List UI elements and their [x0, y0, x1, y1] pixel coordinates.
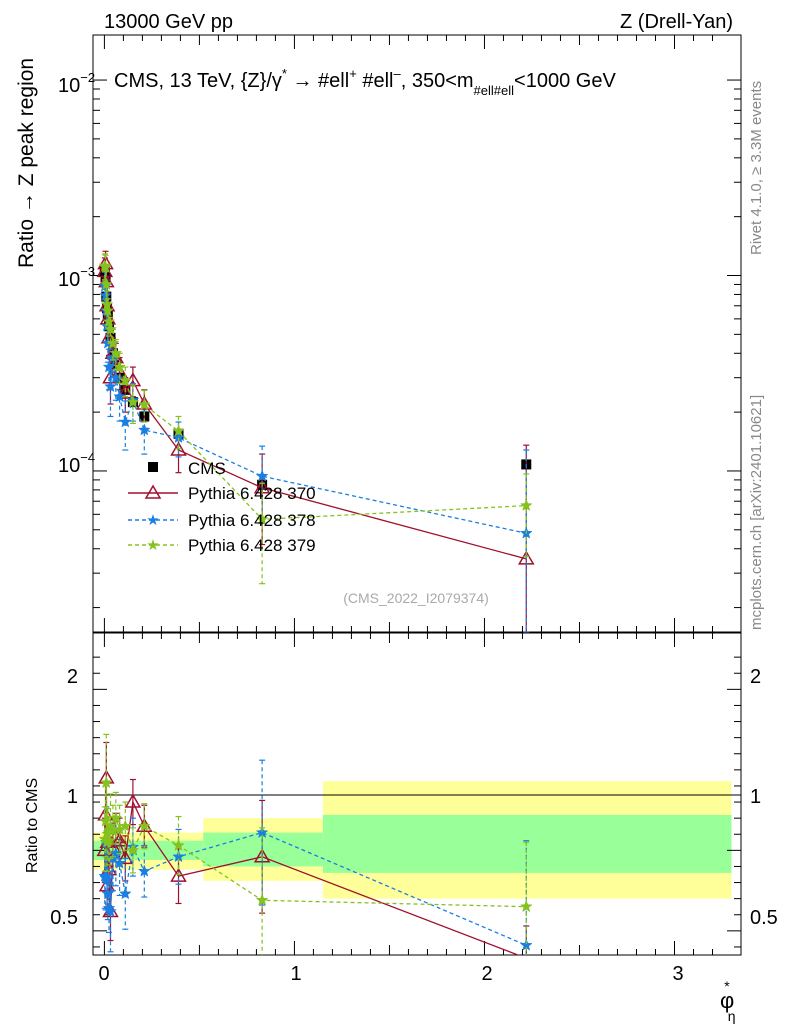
ratio-y-tick-label-2-right: 2 — [750, 666, 761, 688]
mcplots-label: mcplots.cern.ch [arXiv:2401.10621] — [748, 395, 765, 630]
marker-378 — [255, 469, 269, 482]
marker-379 — [106, 336, 120, 349]
ratio-y-tick-label-1: 1 — [67, 786, 78, 808]
ratio-marker-379 — [137, 819, 151, 832]
x-tick-label-2: 2 — [481, 963, 492, 985]
ratio-series — [96, 733, 533, 955]
rivet-label: Rivet 4.1.0, ≥ 3.3M events — [748, 81, 765, 255]
legend: CMS Pythia 6.428 370 ★ Pythia 6.428 378 … — [128, 459, 316, 555]
marker-379 — [519, 498, 533, 511]
ratio-marker-379 — [519, 900, 533, 913]
x-tick-label-1: 1 — [290, 963, 301, 985]
ratio-marker-378 — [100, 872, 114, 885]
ratio-y-tick-label-0-5: 0.5 — [50, 907, 78, 929]
main-axis-ticks — [93, 35, 741, 632]
marker-378 — [113, 389, 126, 403]
ratio-marker-379 — [99, 776, 113, 789]
marker-379 — [172, 424, 185, 437]
marker-379 — [126, 395, 140, 408]
y-tick-label-1e-2: 10−2 — [58, 70, 95, 97]
x-tick-label-3: 3 — [672, 963, 683, 985]
energy-label: 13000 GeV pp — [104, 11, 233, 33]
main-y-axis-title: Ratio → Z peak region — [15, 58, 38, 268]
marker-379 — [118, 373, 132, 386]
marker-378 — [118, 415, 132, 428]
series-379 — [98, 253, 533, 585]
ratio-y-tick-label-2: 2 — [67, 666, 78, 688]
marker-379 — [109, 346, 123, 359]
ratio-marker-378 — [104, 904, 117, 917]
marker-378 — [137, 423, 151, 436]
ratio-marker-378 — [101, 887, 115, 900]
x-axis-title: φ* η — [720, 978, 736, 1024]
ratio-marker-378 — [137, 864, 151, 877]
marker-379 — [102, 315, 116, 328]
main-panel: 10−4 10−3 10−2 Ratio → Z peak region CMS… — [15, 34, 742, 633]
ratio-panel: 2 1 0.5 2 1 0.5 Ratio to CMS 0 1 2 3 φ* η — [24, 632, 778, 1024]
marker-379 — [113, 360, 126, 373]
ratio-y-tick-label-0-5-right: 0.5 — [750, 907, 778, 929]
ratio-marker-379 — [118, 819, 132, 832]
legend-label-370: Pythia 6.428 370 — [188, 484, 316, 503]
legend-label-cms: CMS — [188, 459, 226, 478]
series-370 — [96, 250, 535, 633]
ratio-series-379 — [98, 733, 533, 955]
marker-379 — [101, 304, 115, 317]
main-plot-title: CMS, 13 TeV, {Z}/γ* → #ell+ #ell–, 350<m… — [114, 66, 616, 98]
marker-379 — [255, 512, 269, 525]
ratio-marker-370 — [116, 849, 134, 865]
marker-370 — [170, 441, 187, 456]
legend-marker-cms — [148, 462, 158, 472]
analysis-id-label: (CMS_2022_I2079374) — [343, 590, 489, 606]
series-378 — [98, 271, 533, 633]
legend-label-378: Pythia 6.428 378 — [188, 511, 316, 530]
ratio-marker-379 — [172, 838, 185, 851]
legend-marker-379: ★ — [146, 537, 159, 554]
ratio-marker-370 — [124, 793, 142, 808]
ratio-marker-378 — [118, 887, 132, 900]
marker-378 — [104, 379, 117, 393]
ratio-marker-378 — [113, 856, 126, 869]
marker-379 — [99, 260, 112, 273]
ratio-error-bands — [93, 781, 732, 899]
y-tick-label-1e-4: 10−4 — [58, 450, 95, 477]
legend-marker-378: ★ — [146, 512, 159, 529]
ratio-y-axis-title: Ratio to CMS — [24, 778, 41, 873]
ratio-band-inner-2 — [322, 814, 732, 873]
ratio-axis-ticks — [93, 633, 741, 955]
process-label: Z (Drell-Yan) — [620, 11, 733, 33]
legend-marker-370 — [144, 484, 162, 499]
marker-379 — [99, 277, 113, 290]
x-tick-label-0: 0 — [98, 963, 109, 985]
ratio-marker-379 — [102, 834, 116, 847]
marker-379 — [137, 398, 151, 411]
ratio-marker-379 — [126, 843, 140, 856]
main-series — [96, 250, 535, 633]
ratio-marker-379 — [255, 893, 269, 906]
legend-label-379: Pythia 6.428 379 — [188, 536, 316, 555]
main-frame — [92, 34, 742, 633]
ratio-frame — [92, 632, 742, 956]
series-line-379 — [104, 265, 527, 521]
series-line-378 — [104, 286, 527, 534]
y-tick-label-1e-3: 10−3 — [58, 264, 95, 291]
ratio-y-tick-label-1-right: 1 — [750, 786, 761, 808]
